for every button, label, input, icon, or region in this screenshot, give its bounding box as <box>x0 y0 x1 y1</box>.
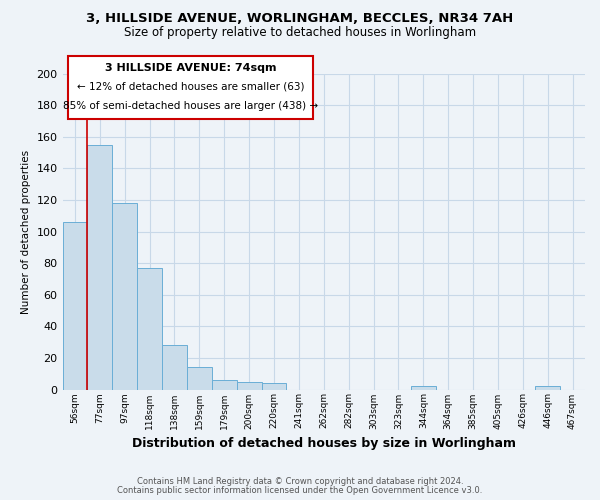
Bar <box>88 144 112 390</box>
Bar <box>137 268 162 390</box>
Text: 3 HILLSIDE AVENUE: 74sqm: 3 HILLSIDE AVENUE: 74sqm <box>105 62 276 72</box>
Y-axis label: Number of detached properties: Number of detached properties <box>21 150 31 314</box>
Text: ← 12% of detached houses are smaller (63): ← 12% of detached houses are smaller (63… <box>77 82 304 92</box>
Bar <box>112 203 137 390</box>
Bar <box>411 386 436 390</box>
Bar <box>262 383 286 390</box>
Bar <box>62 222 88 390</box>
Bar <box>212 380 236 390</box>
Text: Contains public sector information licensed under the Open Government Licence v3: Contains public sector information licen… <box>118 486 482 495</box>
Text: Contains HM Land Registry data © Crown copyright and database right 2024.: Contains HM Land Registry data © Crown c… <box>137 477 463 486</box>
Bar <box>535 386 560 390</box>
X-axis label: Distribution of detached houses by size in Worlingham: Distribution of detached houses by size … <box>132 437 516 450</box>
Text: 85% of semi-detached houses are larger (438) →: 85% of semi-detached houses are larger (… <box>63 100 318 110</box>
Bar <box>162 346 187 390</box>
Bar <box>187 368 212 390</box>
Text: 3, HILLSIDE AVENUE, WORLINGHAM, BECCLES, NR34 7AH: 3, HILLSIDE AVENUE, WORLINGHAM, BECCLES,… <box>86 12 514 26</box>
Text: Size of property relative to detached houses in Worlingham: Size of property relative to detached ho… <box>124 26 476 39</box>
Bar <box>236 382 262 390</box>
FancyBboxPatch shape <box>68 56 313 120</box>
